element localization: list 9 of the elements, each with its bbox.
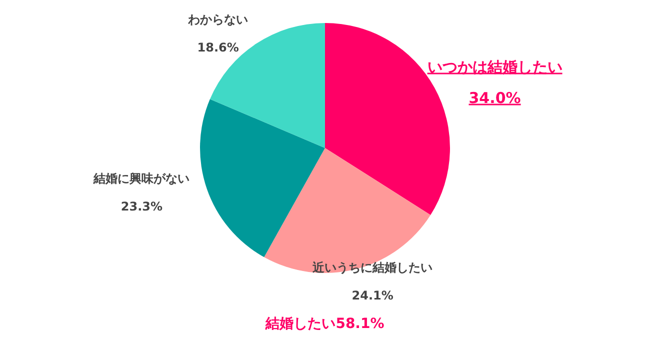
data-label: 18.6% [197,40,239,54]
data-label: 23.3% [120,200,163,214]
slice-label: 近いうちに結婚したい [312,260,433,274]
slice-label: 結婚に興味がない [92,172,190,186]
text: 結婚したい58.1% [264,316,384,332]
slice-label: いつかは結婚したい [427,58,562,76]
data-label: 34.0% [468,88,521,107]
slice-label: わからない [187,12,248,26]
data-label: 24.1% [352,288,394,302]
